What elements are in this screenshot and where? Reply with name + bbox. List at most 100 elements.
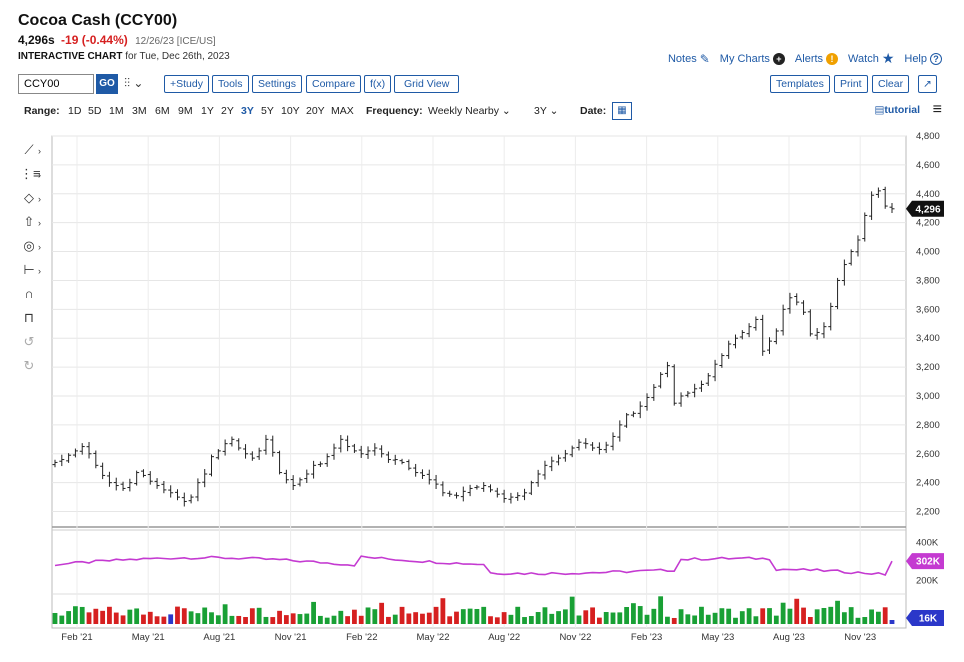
x-tick-label: Feb '21 [61,632,92,643]
study-button[interactable]: +Study [164,75,209,93]
templates-button[interactable]: Templates [770,75,830,93]
shape-tool-icon[interactable]: ◇ › [24,190,41,205]
price-bar [256,447,262,460]
x-tick-label: Feb '23 [631,632,662,643]
fib-tool-icon[interactable]: ⋮≡› [20,166,41,181]
star-icon: ★ [881,50,895,66]
volume-bar [658,596,664,624]
volume-bar [841,612,847,624]
y-tick-label: 3,600 [916,304,940,315]
range-max[interactable]: MAX [331,105,354,117]
x-tick-label: May '22 [417,632,450,643]
range-3m[interactable]: 3M [132,105,147,117]
calendar-icon[interactable]: ▦ [612,102,632,120]
price-bar [869,191,875,220]
y-tick-label: 2,600 [916,449,940,460]
price-bar [583,438,589,449]
volume-bar [311,601,316,624]
volume-bar [79,606,85,624]
chart-subtitle: INTERACTIVE CHART for Tue, Dec 26th, 202… [18,51,230,62]
price-bar [399,458,405,465]
range-1d[interactable]: 1D [68,105,82,117]
volume-bar [556,611,561,624]
range-1y[interactable]: 1Y [201,105,214,117]
volume-bar [181,608,187,624]
frequency-select[interactable]: Weekly Nearby ⌄ [428,105,511,117]
last-value-labels: 4,296 302K 16K [906,200,944,626]
volume-bar [460,609,466,624]
grid-view-button[interactable]: Grid View [394,75,460,93]
compare-button[interactable]: Compare [306,75,362,93]
range-10y[interactable]: 10Y [281,105,300,117]
range-1m[interactable]: 1M [109,105,124,117]
range-5y[interactable]: 5Y [261,105,274,117]
expand-icon[interactable]: ↗ [918,75,937,93]
go-button[interactable]: GO [96,74,118,94]
clear-button[interactable]: Clear [872,75,910,93]
price-bar [181,492,187,507]
range-20y[interactable]: 20Y [306,105,325,117]
price-bar [726,340,732,359]
measure-icon[interactable]: ◎ › [23,238,41,253]
price-bar [787,292,793,314]
volume-bar [562,609,568,624]
volume-bar [828,606,834,624]
price-bar [290,475,296,491]
price-bar [719,353,725,368]
price-bar [760,314,766,356]
volume-bar [814,609,820,624]
tutorial-link[interactable]: ▤tutorial [874,104,920,116]
range-3y[interactable]: 3Y [241,105,254,117]
y-tick-label: 3,800 [916,275,940,286]
volume-bar [481,606,487,624]
volume-bar [147,611,153,624]
price-bar [174,489,180,501]
projection-icon[interactable]: ⊢ › [23,262,41,277]
price-bar [664,361,670,378]
range-2y[interactable]: 2Y [221,105,234,117]
range-5d[interactable]: 5D [88,105,102,117]
volume-bar [767,608,772,624]
notes-link[interactable]: Notes ✎ [668,52,710,66]
symbol-input[interactable] [18,74,94,94]
volume-bar [665,616,670,624]
hamburger-menu-icon[interactable]: ≡ [932,101,942,118]
period-select[interactable]: 3Y ⌄ [534,105,558,117]
tools-button[interactable]: Tools [212,75,249,93]
price-bar [705,372,711,387]
volume-bar [331,615,337,624]
range-9m[interactable]: 9M [178,105,193,117]
print-button[interactable]: Print [834,75,868,93]
magnet-icon[interactable]: ∩ [24,286,34,301]
y-tick-label: 4,800 [916,131,940,142]
settings-button[interactable]: Settings [252,75,302,93]
my-charts-link[interactable]: My Charts + [720,52,785,65]
notes-label: Notes [667,52,697,65]
volume-bar [345,616,351,624]
undo-icon[interactable]: ↺ [23,334,35,349]
volume-bar [127,609,133,624]
price-bar [535,469,541,487]
arrow-tool-icon[interactable]: ⇧ › [23,214,41,229]
candles-icon[interactable]: ⫶⫶ ⌄ [124,76,144,90]
volume-bar [875,611,881,624]
volume-bar [188,611,194,624]
last-price-tag-text: 4,296 [915,204,940,215]
price-bar [147,471,153,485]
watch-link[interactable]: Watch ★ [848,50,894,67]
range-6m[interactable]: 6M [155,105,170,117]
volume-bar [501,612,507,624]
alerts-link[interactable]: Alerts ! [795,52,839,65]
lock-icon[interactable]: ⊓ [23,310,35,325]
help-link[interactable]: Help ? [904,52,942,65]
price-bar [72,448,78,458]
line-tool-icon[interactable]: ⟋ › [24,142,41,157]
volume-last-tag: 16K [906,610,944,626]
tutorial-label: tutorial [884,104,920,116]
volume-bar [73,606,78,624]
redo-icon[interactable]: ↻ [23,358,35,373]
fx-button[interactable]: f(x) [364,75,392,93]
price-bar [794,293,800,306]
price-bar [862,212,868,242]
